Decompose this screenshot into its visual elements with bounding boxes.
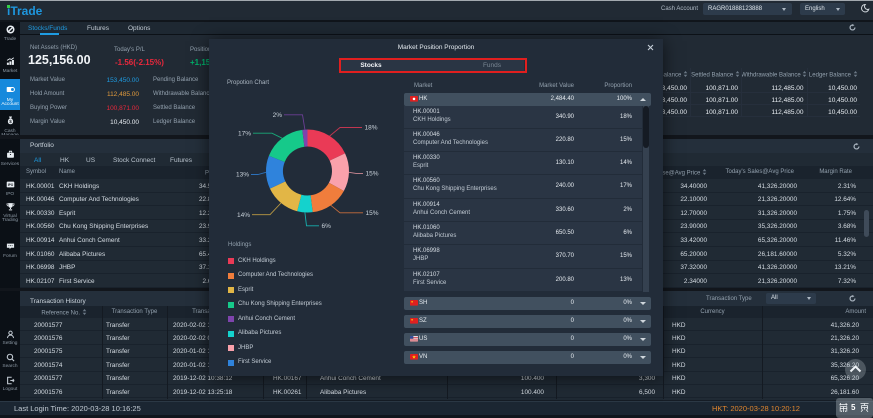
svg-text:IPO: IPO <box>7 183 13 187</box>
svg-text:$: $ <box>9 119 12 124</box>
svg-text:15%: 15% <box>366 171 379 178</box>
svg-text:17%: 17% <box>238 130 251 137</box>
svg-text:6%: 6% <box>322 223 332 230</box>
svg-text:18%: 18% <box>365 125 378 132</box>
svg-text:15%: 15% <box>366 210 379 217</box>
svg-text:13%: 13% <box>236 172 249 179</box>
svg-text:14%: 14% <box>237 212 250 219</box>
svg-text:2%: 2% <box>273 112 283 119</box>
